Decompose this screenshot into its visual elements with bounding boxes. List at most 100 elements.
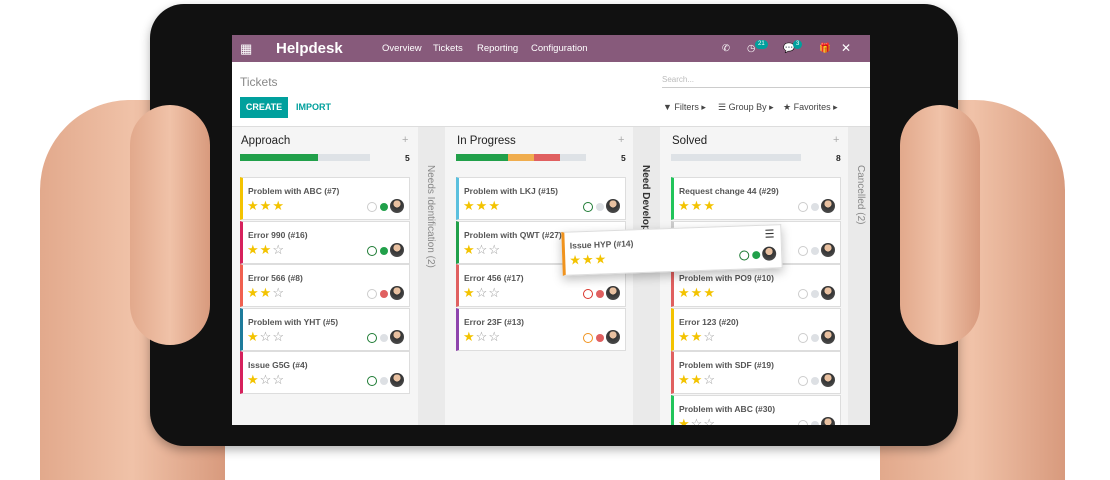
star-filled-icon[interactable]: ★: [690, 328, 704, 344]
folded-column-needs-identification[interactable]: Needs Identification (2): [418, 127, 445, 425]
star-filled-icon[interactable]: ★: [678, 415, 691, 426]
filters-button[interactable]: ▼ Filters ▸: [663, 102, 706, 112]
star-empty-icon[interactable]: ☆: [488, 241, 501, 257]
priority-stars[interactable]: ★☆☆: [463, 285, 501, 301]
debug-tools-icon[interactable]: ✕: [841, 41, 852, 55]
priority-stars[interactable]: ★★★: [678, 198, 716, 214]
star-filled-icon[interactable]: ★: [247, 328, 260, 344]
kanban-state-dot[interactable]: [811, 290, 819, 298]
star-empty-icon[interactable]: ☆: [703, 328, 716, 344]
phone-icon[interactable]: ✆: [722, 43, 730, 54]
activity-clock-icon[interactable]: [798, 289, 808, 299]
gift-icon[interactable]: 🎁: [819, 43, 831, 54]
add-card-icon[interactable]: +: [833, 134, 840, 146]
kanban-state-dot[interactable]: [596, 333, 604, 342]
star-filled-icon[interactable]: ★: [463, 328, 476, 344]
star-empty-icon[interactable]: ☆: [259, 372, 273, 387]
kanban-state-dot[interactable]: [380, 377, 388, 385]
priority-stars[interactable]: ★★★: [569, 251, 608, 268]
star-filled-icon[interactable]: ★: [678, 328, 691, 344]
activity-clock-icon[interactable]: [367, 202, 377, 212]
folded-column-need-development[interactable]: Need Development: [633, 127, 660, 425]
priority-stars[interactable]: ★☆☆: [247, 372, 285, 388]
star-empty-icon[interactable]: ☆: [488, 328, 501, 344]
priority-stars[interactable]: ★★☆: [678, 372, 716, 388]
star-filled-icon[interactable]: ★: [259, 285, 273, 300]
activity-clock-icon[interactable]: [798, 376, 808, 386]
ticket-card[interactable]: Error 990 (#16) ★★☆: [240, 220, 410, 264]
activity-clock-icon[interactable]: [367, 376, 377, 386]
priority-stars[interactable]: ★★★: [463, 198, 501, 214]
star-filled-icon[interactable]: ★: [488, 198, 501, 213]
star-empty-icon[interactable]: ☆: [272, 241, 285, 257]
star-filled-icon[interactable]: ★: [247, 285, 260, 300]
star-empty-icon[interactable]: ☆: [475, 328, 489, 344]
search-input[interactable]: Search...: [662, 75, 870, 88]
activity-clock-icon[interactable]: [798, 332, 808, 343]
messages-icon[interactable]: 💬: [783, 43, 795, 54]
menu-configuration[interactable]: Configuration: [531, 43, 588, 54]
priority-stars[interactable]: ★★☆: [247, 242, 285, 258]
kanban-state-dot[interactable]: [380, 203, 388, 211]
favorites-button[interactable]: ★ Favorites ▸: [783, 102, 838, 112]
kanban-state-dot[interactable]: [811, 420, 819, 425]
kanban-state-dot[interactable]: [811, 203, 819, 211]
add-card-icon[interactable]: +: [618, 134, 625, 146]
ticket-card[interactable]: Error 566 (#8) ★★☆: [240, 264, 410, 307]
kanban-state-dot[interactable]: [380, 333, 388, 342]
star-empty-icon[interactable]: ☆: [703, 415, 716, 426]
column-progress-bar[interactable]: [240, 154, 370, 161]
star-empty-icon[interactable]: ☆: [272, 285, 285, 300]
star-empty-icon[interactable]: ☆: [690, 415, 704, 426]
menu-reporting[interactable]: Reporting: [477, 43, 519, 54]
kanban-state-dot[interactable]: [752, 250, 761, 260]
import-button[interactable]: IMPORT: [296, 102, 331, 112]
kanban-state-dot[interactable]: [596, 203, 604, 211]
ticket-card[interactable]: Problem with LKJ (#15) ★★★: [456, 177, 626, 220]
folded-column-cancelled[interactable]: Cancelled (2): [848, 127, 870, 425]
ticket-card[interactable]: Issue G5G (#4) ★☆☆: [240, 351, 410, 394]
ticket-card[interactable]: Error 23F (#13) ★☆☆: [456, 307, 626, 351]
star-filled-icon[interactable]: ★: [594, 251, 608, 267]
star-filled-icon[interactable]: ★: [475, 198, 489, 213]
star-empty-icon[interactable]: ☆: [259, 328, 273, 344]
ticket-card[interactable]: Issue HYP (#14) ★★★ ☰: [561, 224, 783, 276]
progress-segment[interactable]: [508, 154, 534, 161]
ticket-card[interactable]: Problem with YHT (#5) ★☆☆: [240, 307, 410, 351]
kanban-state-dot[interactable]: [811, 246, 819, 255]
card-menu-icon[interactable]: ☰: [764, 228, 775, 241]
star-filled-icon[interactable]: ★: [678, 198, 691, 213]
create-button[interactable]: CREATE: [240, 97, 288, 118]
kanban-state-dot[interactable]: [596, 290, 604, 298]
priority-stars[interactable]: ★★☆: [247, 285, 285, 301]
star-filled-icon[interactable]: ★: [703, 285, 716, 300]
star-filled-icon[interactable]: ★: [259, 198, 273, 213]
activity-clock-icon[interactable]: [367, 332, 377, 343]
add-card-icon[interactable]: +: [402, 134, 409, 146]
apps-menu-icon[interactable]: ▦: [240, 41, 253, 56]
activity-clock-icon[interactable]: [583, 332, 593, 343]
menu-tickets[interactable]: Tickets: [433, 43, 463, 54]
star-filled-icon[interactable]: ★: [690, 372, 704, 387]
ticket-card[interactable]: Problem with ABC (#7) ★★★: [240, 177, 410, 220]
activity-clock-icon[interactable]: [798, 202, 808, 212]
star-empty-icon[interactable]: ☆: [272, 372, 285, 387]
star-filled-icon[interactable]: ★: [463, 241, 476, 257]
activity-clock-icon[interactable]: [739, 250, 750, 261]
star-empty-icon[interactable]: ☆: [475, 241, 489, 257]
activity-clock-icon[interactable]: [367, 289, 377, 299]
activity-clock-icon[interactable]: [583, 202, 593, 212]
star-filled-icon[interactable]: ★: [247, 241, 260, 257]
column-progress-bar[interactable]: [671, 154, 801, 161]
star-empty-icon[interactable]: ☆: [272, 328, 285, 344]
star-filled-icon[interactable]: ★: [463, 198, 476, 213]
activity-clock-icon[interactable]: [583, 289, 593, 299]
activity-clock-icon[interactable]: [798, 419, 808, 425]
kanban-state-dot[interactable]: [380, 290, 388, 298]
star-filled-icon[interactable]: ★: [690, 285, 704, 300]
priority-stars[interactable]: ★☆☆: [463, 329, 501, 345]
activity-clock-icon[interactable]: [367, 245, 377, 256]
star-filled-icon[interactable]: ★: [463, 285, 476, 300]
kanban-state-dot[interactable]: [811, 333, 819, 342]
activity-clock-icon[interactable]: ◷: [747, 43, 756, 54]
